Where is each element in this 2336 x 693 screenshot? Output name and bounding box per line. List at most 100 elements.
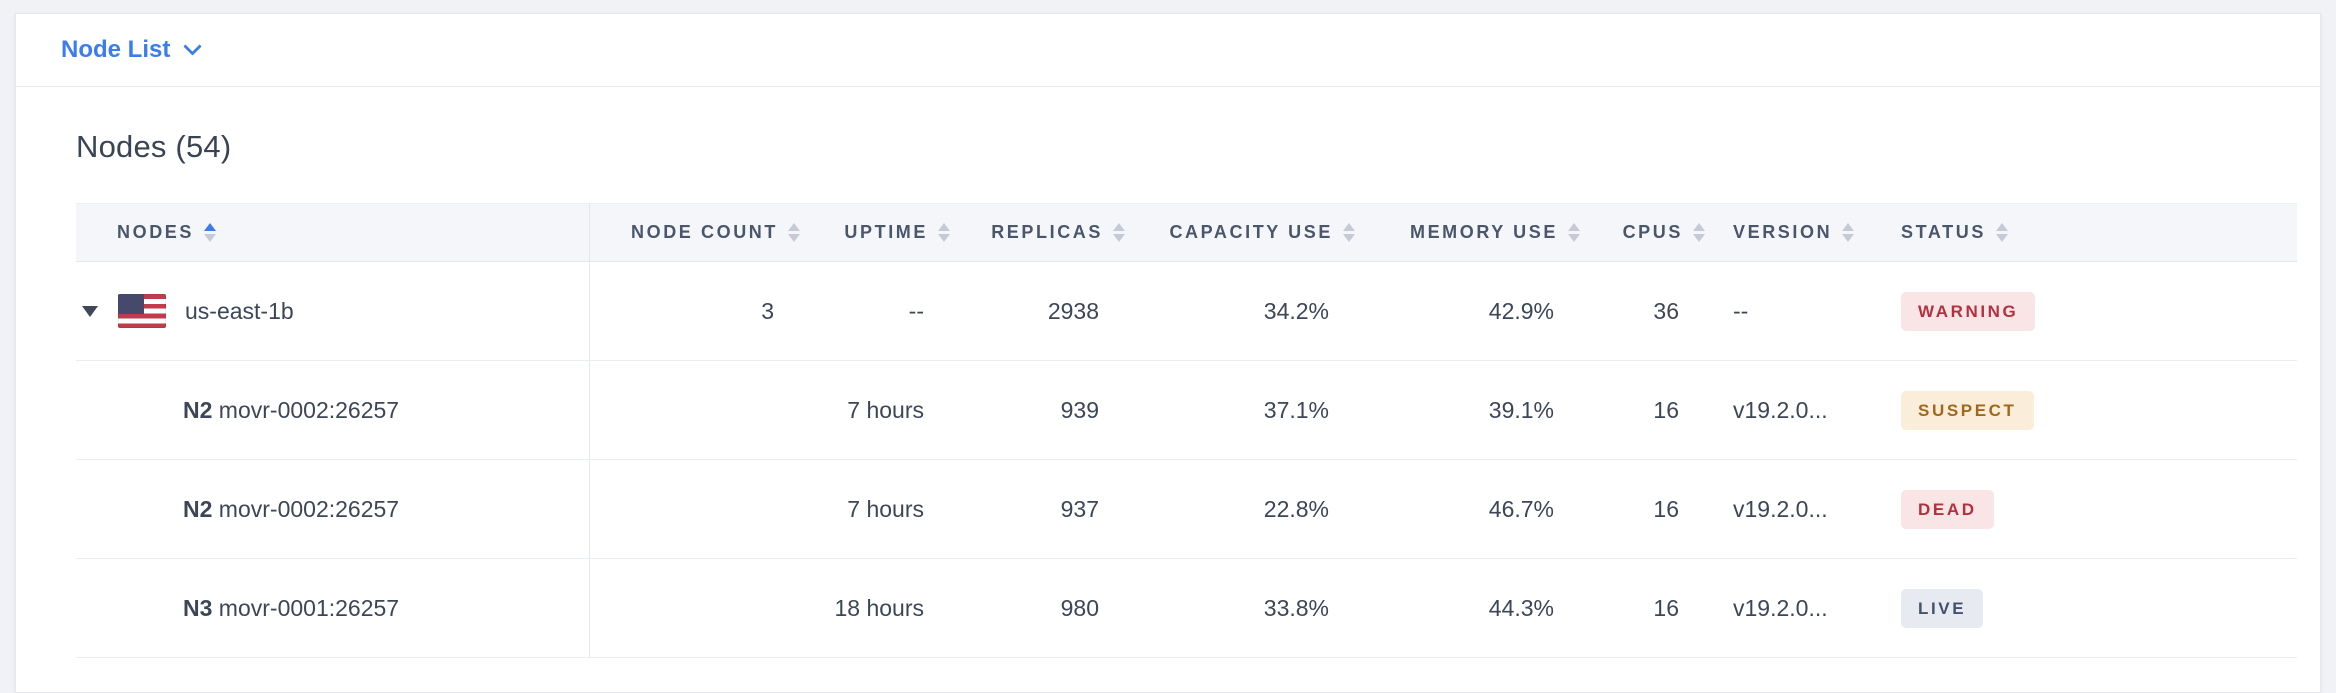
node-name: N3 movr-0001:26257 — [183, 595, 399, 622]
column-label: REPLICAS — [991, 222, 1103, 242]
sort-icon[interactable] — [1842, 223, 1855, 242]
cell-replicas: 2938 — [954, 261, 1129, 361]
cell-status: DEAD — [1877, 459, 2297, 559]
cell-replicas: 939 — [954, 360, 1129, 460]
cell-node_count: 3 — [589, 261, 804, 361]
node-address: movr-0002:26257 — [218, 396, 400, 423]
us-flag-icon — [118, 294, 166, 328]
column-label: STATUS — [1901, 222, 1986, 242]
sort-desc-arrow-icon — [938, 234, 950, 242]
region-name: us-east-1b — [185, 297, 294, 324]
column-header-replicas[interactable]: REPLICAS — [954, 203, 1129, 262]
sort-desc-arrow-icon — [1693, 234, 1705, 242]
cell-cpus: 36 — [1584, 261, 1709, 361]
table-row-node[interactable]: N2 movr-0002:26257 7 hours 939 37.1% 39.1% 16… — [76, 360, 2297, 460]
column-header-cpus[interactable]: CPUS — [1584, 203, 1709, 262]
sort-icon[interactable] — [788, 223, 800, 242]
cell-node_count — [589, 459, 804, 559]
flag-canton — [118, 294, 144, 314]
node-address: movr-0002:26257 — [218, 495, 400, 522]
node-id: N2 — [183, 495, 213, 522]
nodes-table: NODES NODE COUNT UPTIME REPLICAS CAPACITY US… — [76, 203, 2297, 658]
cell-memory_use: 42.9% — [1359, 261, 1584, 361]
cell-nodes: N2 movr-0002:26257 — [76, 459, 590, 559]
cell-version: v19.2.0... — [1709, 360, 1877, 460]
sort-asc-arrow-icon — [1568, 223, 1580, 231]
sort-icon[interactable] — [1995, 223, 2008, 242]
cell-uptime: 7 hours — [804, 459, 954, 559]
view-selector-label: Node List — [61, 36, 171, 63]
column-header-node_count[interactable]: NODE COUNT — [589, 203, 804, 262]
status-badge: SUSPECT — [1901, 390, 2034, 430]
column-label: NODE COUNT — [631, 222, 778, 242]
sort-icon[interactable] — [1343, 223, 1355, 242]
cell-nodes: us-east-1b — [76, 261, 590, 361]
cell-node_count — [589, 360, 804, 460]
sort-asc-arrow-icon — [1343, 223, 1355, 231]
cell-uptime: 18 hours — [804, 558, 954, 658]
column-header-version[interactable]: VERSION — [1709, 203, 1877, 262]
column-header-uptime[interactable]: UPTIME — [804, 203, 954, 262]
column-header-nodes[interactable]: NODES — [76, 203, 590, 262]
sort-desc-arrow-icon — [1343, 234, 1355, 242]
sort-desc-arrow-icon — [1995, 234, 2008, 242]
cell-memory_use: 44.3% — [1359, 558, 1584, 658]
sort-asc-arrow-icon — [1995, 223, 2008, 231]
column-label: CPUS — [1622, 222, 1683, 242]
sort-asc-arrow-icon — [1693, 223, 1705, 231]
sort-asc-arrow-icon — [788, 223, 800, 231]
node-address: movr-0001:26257 — [218, 594, 400, 621]
cell-capacity_use: 37.1% — [1129, 360, 1359, 460]
cell-status: SUSPECT — [1877, 360, 2297, 460]
table-header-row: NODES NODE COUNT UPTIME REPLICAS CAPACITY US… — [76, 203, 2297, 262]
sort-icon[interactable] — [1568, 223, 1580, 242]
content-area: Nodes (54) NODES NODE COUNT UPTIME REPLICAS… — [16, 129, 2320, 658]
column-label: NODES — [117, 222, 195, 242]
status-badge: LIVE — [1901, 588, 1984, 628]
cell-status: LIVE — [1877, 558, 2297, 658]
cell-nodes: N3 movr-0001:26257 — [76, 558, 590, 658]
cell-uptime: -- — [804, 261, 954, 361]
sort-icon[interactable] — [1113, 223, 1125, 242]
status-badge: DEAD — [1901, 489, 1994, 529]
node-id: N3 — [183, 594, 213, 621]
sort-desc-arrow-icon — [1842, 234, 1855, 242]
status-badge: WARNING — [1901, 291, 2036, 331]
cell-version: v19.2.0... — [1709, 459, 1877, 559]
cell-cpus: 16 — [1584, 558, 1709, 658]
sort-icon[interactable] — [938, 223, 950, 242]
cell-cpus: 16 — [1584, 360, 1709, 460]
cell-version: v19.2.0... — [1709, 558, 1877, 658]
cell-capacity_use: 34.2% — [1129, 261, 1359, 361]
sort-icon[interactable] — [1693, 223, 1705, 242]
cell-uptime: 7 hours — [804, 360, 954, 460]
node-name: N2 movr-0002:26257 — [183, 496, 399, 523]
table-row-region[interactable]: us-east-1b 3 -- 2938 34.2% 42.9% 36 -- WARNING — [76, 261, 2297, 361]
card-header: Node List — [16, 14, 2320, 87]
column-header-status[interactable]: STATUS — [1877, 203, 2297, 262]
chevron-down-icon — [183, 37, 203, 56]
column-header-memory_use[interactable]: MEMORY USE — [1359, 203, 1584, 262]
cell-replicas: 937 — [954, 459, 1129, 559]
cell-memory_use: 39.1% — [1359, 360, 1584, 460]
sort-desc-arrow-icon — [204, 234, 217, 242]
sort-desc-arrow-icon — [788, 234, 800, 242]
collapse-caret-icon[interactable] — [82, 305, 98, 317]
page-title: Nodes (54) — [76, 129, 232, 164]
cell-version: -- — [1709, 261, 1877, 361]
cell-nodes: N2 movr-0002:26257 — [76, 360, 590, 460]
table-row-node[interactable]: N2 movr-0002:26257 7 hours 937 22.8% 46.7% 16… — [76, 459, 2297, 559]
column-label: UPTIME — [844, 222, 928, 242]
cell-capacity_use: 33.8% — [1129, 558, 1359, 658]
view-selector-dropdown[interactable]: Node List — [61, 36, 203, 64]
sort-asc-arrow-icon — [1842, 223, 1855, 231]
node-list-card: Node List Nodes (54) NODES NODE COUNT UPTI… — [15, 13, 2321, 693]
sort-icon[interactable] — [204, 223, 217, 242]
sort-asc-arrow-icon — [938, 223, 950, 231]
column-header-capacity_use[interactable]: CAPACITY USE — [1129, 203, 1359, 262]
table-row-node[interactable]: N3 movr-0001:26257 18 hours 980 33.8% 44.3% 1… — [76, 558, 2297, 658]
node-id: N2 — [183, 396, 213, 423]
column-label: CAPACITY USE — [1169, 222, 1333, 242]
node-name: N2 movr-0002:26257 — [183, 397, 399, 424]
column-label: VERSION — [1733, 222, 1833, 242]
